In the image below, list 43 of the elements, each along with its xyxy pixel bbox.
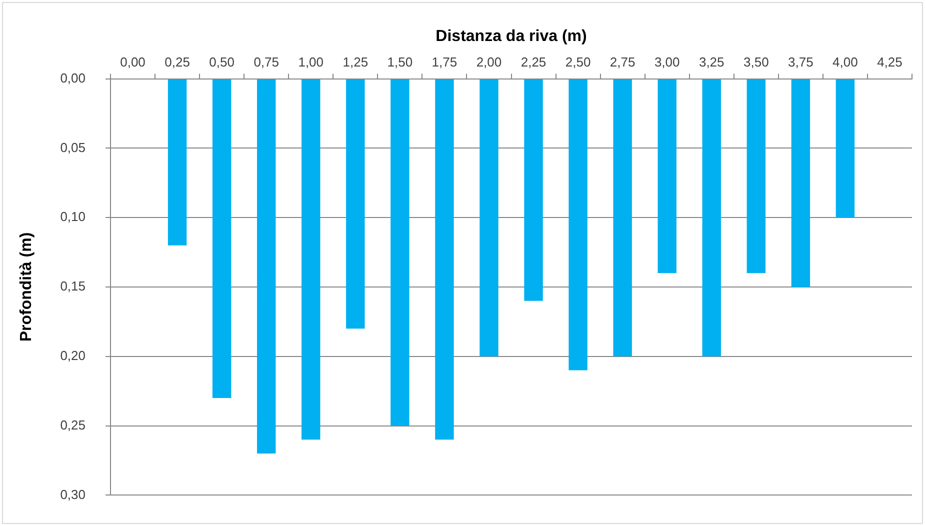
bar xyxy=(836,79,855,218)
x-tick-label: 2,25 xyxy=(520,54,546,70)
bar xyxy=(702,79,721,356)
x-tick-label: 3,25 xyxy=(698,54,724,70)
x-tick-label: 0,50 xyxy=(209,54,234,70)
bar xyxy=(658,79,676,274)
y-tick-label: 0,20 xyxy=(60,348,86,363)
bar xyxy=(568,79,588,370)
x-tick-label: 0,00 xyxy=(120,54,146,70)
y-axis-title: Profondità (m) xyxy=(18,232,36,342)
x-tick-label: 1,25 xyxy=(342,54,368,70)
bar xyxy=(212,79,232,398)
x-tick-label: 2,75 xyxy=(610,54,636,70)
bar xyxy=(524,79,543,301)
x-tick-label: 0,75 xyxy=(254,54,280,70)
x-tick-label: 4,00 xyxy=(832,54,858,70)
bar xyxy=(346,79,365,329)
x-tick-label: 3,50 xyxy=(743,54,769,70)
x-tick-label: 4,25 xyxy=(877,54,902,70)
y-tick-label: 0,25 xyxy=(60,417,86,432)
x-tick-label: 1,50 xyxy=(387,54,413,70)
bar xyxy=(791,79,810,287)
x-tick-label: 0,25 xyxy=(164,54,190,70)
bar xyxy=(480,79,498,356)
x-tick-label: 1,00 xyxy=(298,54,324,70)
bar xyxy=(613,79,632,356)
bar xyxy=(168,79,187,246)
bar xyxy=(390,79,410,426)
x-tick-label: 2,50 xyxy=(565,54,591,70)
y-tick-label: 0,30 xyxy=(60,486,86,502)
bar xyxy=(746,79,766,274)
x-tick-label: 1,75 xyxy=(432,54,458,70)
y-tick-label: 0,10 xyxy=(60,209,86,224)
x-axis-title: Distanza da riva (m) xyxy=(436,28,587,46)
x-tick-label: 3,00 xyxy=(654,54,680,70)
bar xyxy=(257,79,276,454)
x-tick-label: 3,75 xyxy=(788,54,814,70)
y-tick-label: 0,15 xyxy=(60,278,86,294)
y-tick-label: 0,05 xyxy=(60,140,86,155)
bar xyxy=(435,79,454,440)
bar xyxy=(302,79,320,440)
x-tick-label: 2,00 xyxy=(476,54,502,70)
y-tick-label: 0,00 xyxy=(60,70,86,86)
